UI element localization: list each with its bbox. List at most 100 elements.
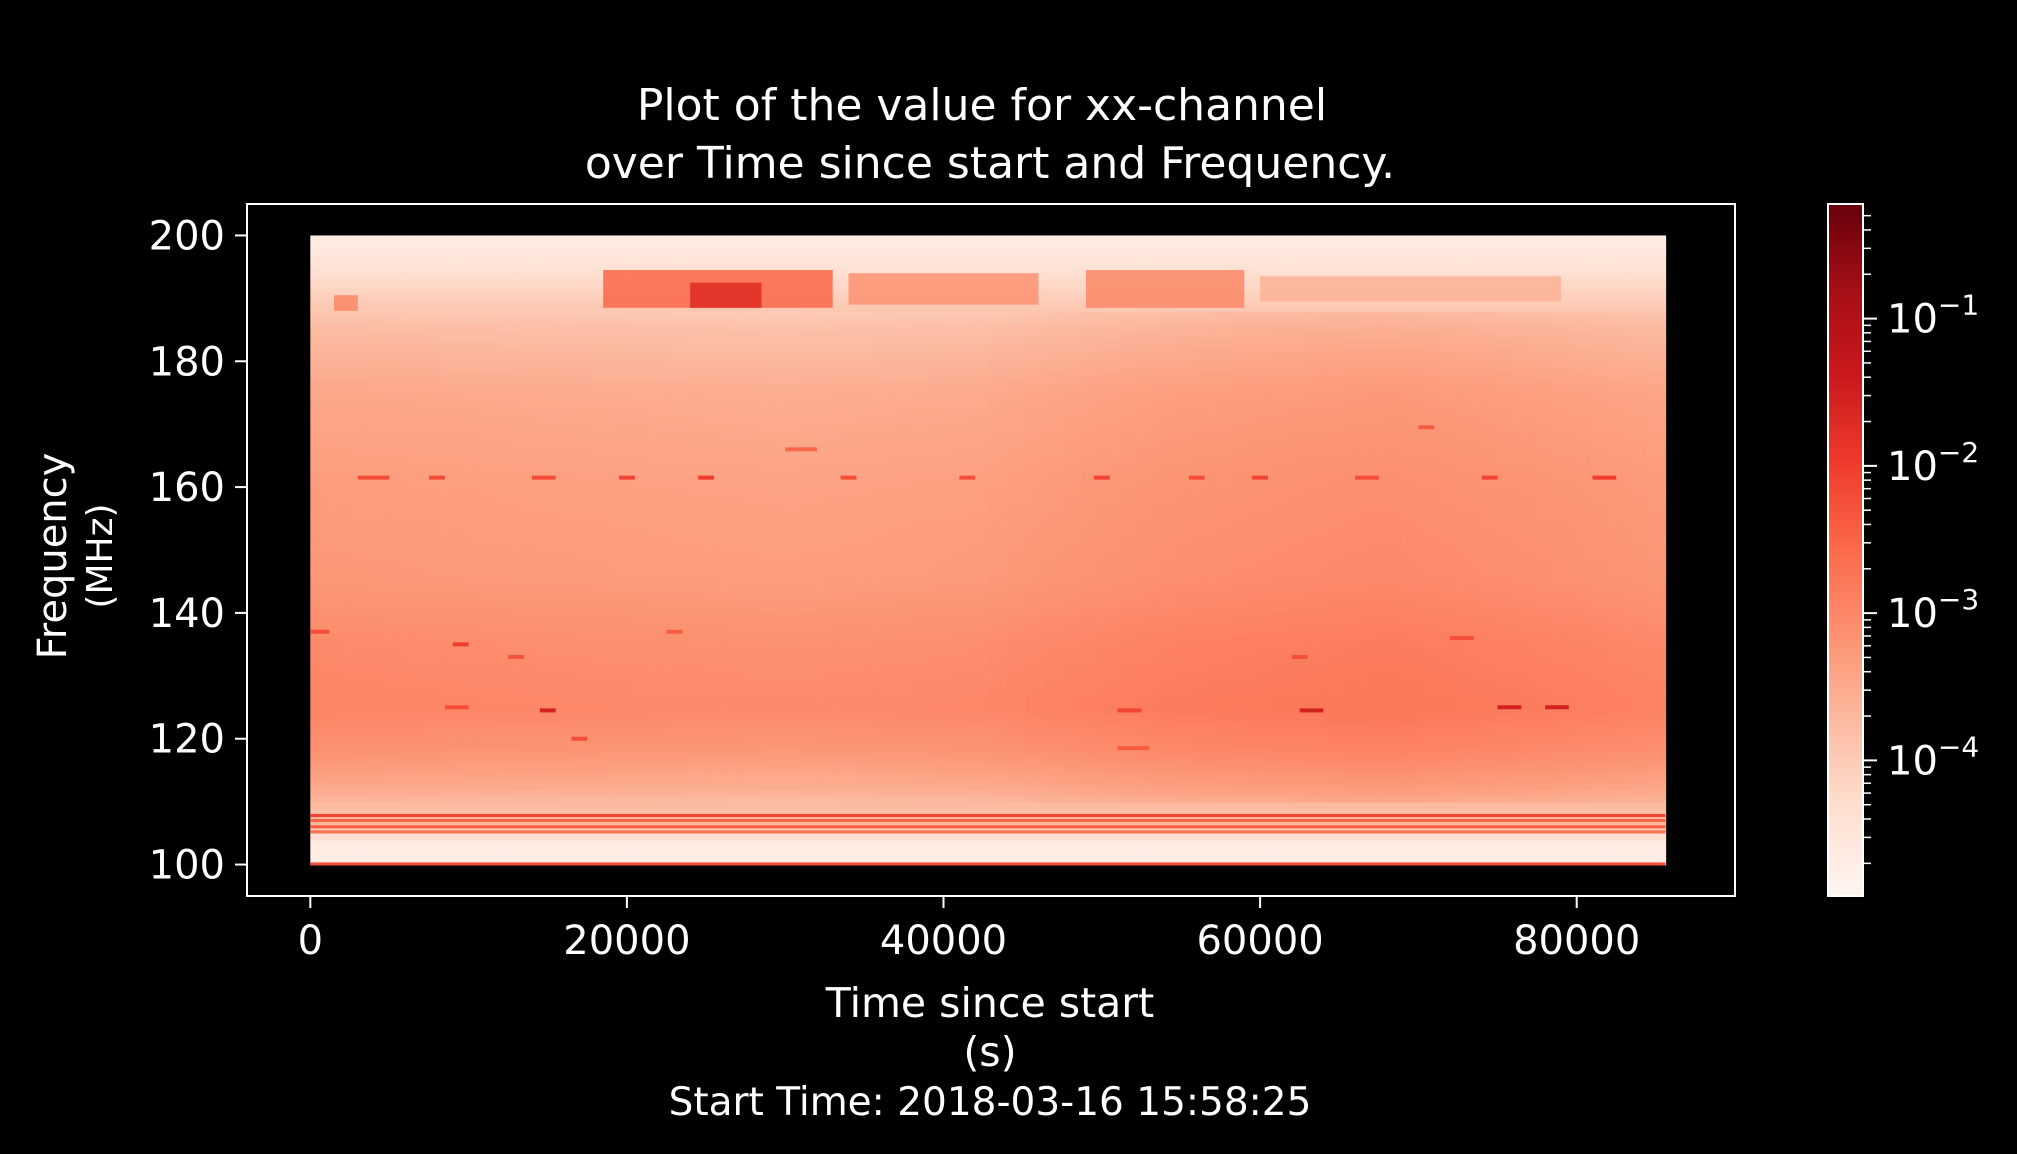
heatmap-cell (931, 461, 951, 470)
heatmap-cell (1232, 770, 1253, 778)
heatmap-cell (818, 814, 839, 822)
heatmap-cell (479, 594, 500, 602)
heatmap-cell (1194, 845, 1215, 853)
heatmap-cell (743, 499, 763, 507)
heatmap-cell (724, 556, 744, 564)
heatmap-cell (329, 380, 349, 388)
heatmap-cell (536, 392, 556, 400)
heatmap-cell (366, 304, 387, 312)
heatmap-cell (1213, 669, 1234, 677)
heatmap-cell (460, 329, 481, 337)
heatmap-cell (573, 348, 594, 356)
heatmap-cell (705, 858, 726, 866)
heatmap-cell (460, 719, 481, 727)
heatmap-cell (1063, 304, 1083, 312)
heatmap-cell (874, 726, 895, 734)
heatmap-cell (818, 770, 839, 778)
heatmap-cell (912, 323, 933, 331)
heatmap-cell (1138, 386, 1159, 394)
heatmap-cell (404, 235, 425, 243)
heatmap-cell (1119, 801, 1140, 809)
heatmap-cell (592, 361, 613, 369)
heatmap-cell (329, 694, 349, 702)
heatmap-cell (1232, 650, 1253, 658)
heatmap-cell (460, 248, 481, 256)
heatmap-cell (686, 612, 707, 620)
heatmap-cell (404, 518, 425, 526)
heatmap-cell (818, 650, 839, 658)
heatmap-cell (705, 512, 726, 520)
heatmap-cell (442, 707, 462, 715)
heatmap-cell (649, 732, 669, 740)
heatmap-cell (856, 310, 876, 319)
heatmap-cell (460, 474, 481, 482)
heatmap-cell (592, 669, 613, 677)
heatmap-cell (818, 323, 839, 331)
heatmap-cell (554, 833, 575, 841)
heatmap-cell (1063, 505, 1083, 514)
heatmap-cell (1044, 424, 1064, 432)
heatmap-cell (724, 763, 744, 771)
heatmap-cell (856, 512, 876, 520)
heatmap-cell (743, 650, 763, 658)
heatmap-cell (536, 619, 556, 627)
heatmap-cell (404, 329, 425, 337)
heatmap-cell (893, 455, 914, 463)
heatmap-cell (799, 845, 820, 853)
heatmap-cell (385, 751, 406, 759)
heatmap-cell (1232, 424, 1253, 432)
heatmap-cell (1081, 612, 1102, 620)
heatmap-cell (1100, 807, 1121, 816)
heatmap-cell (762, 682, 782, 690)
heatmap-cell (479, 700, 500, 709)
heatmap-cell (762, 757, 782, 765)
heatmap-cell (442, 443, 462, 451)
heatmap-cell (554, 839, 575, 847)
heatmap-cell (329, 461, 349, 470)
heatmap-cell (1006, 417, 1027, 425)
heatmap-cell (874, 480, 895, 488)
heatmap-cell (1157, 738, 1177, 746)
heatmap-cell (649, 833, 669, 841)
heatmap-cell (837, 405, 857, 413)
heatmap-cell (724, 411, 744, 419)
heatmap-cell (1157, 795, 1177, 803)
heatmap-cell (987, 801, 1008, 809)
heatmap-cell (347, 436, 368, 444)
heatmap-cell (1194, 644, 1215, 652)
heatmap-cell (630, 713, 650, 721)
heatmap-cell (366, 713, 387, 721)
heatmap-cell (498, 789, 519, 797)
heatmap-cell (554, 688, 575, 696)
heatmap-cell (1025, 399, 1046, 407)
heatmap-cell (1194, 738, 1215, 746)
heatmap-cell (479, 373, 500, 381)
heatmap-cell (1081, 688, 1102, 696)
heatmap-cell (837, 329, 857, 337)
heatmap-cell (1119, 732, 1140, 740)
heatmap-cell (1232, 732, 1253, 740)
heatmap-cell (912, 531, 933, 539)
heatmap-cell (310, 512, 330, 520)
heatmap-cell (1044, 600, 1064, 608)
heatmap-cell (780, 254, 801, 262)
heatmap-cell (310, 851, 330, 860)
heatmap-cell (1157, 304, 1177, 312)
heatmap-cell (1138, 757, 1159, 765)
heatmap-cell (987, 373, 1008, 381)
heatmap-cell (818, 430, 839, 438)
heatmap-cell (762, 795, 782, 803)
heatmap-cell (554, 543, 575, 551)
heatmap-cell (987, 455, 1008, 463)
heatmap-cell (1232, 644, 1253, 652)
heatmap-cell (762, 348, 782, 356)
heatmap-cell (1232, 663, 1253, 671)
heatmap-cell (442, 782, 462, 790)
heatmap-cell (1044, 682, 1064, 690)
heatmap-cell (498, 581, 519, 589)
heatmap-cell (423, 380, 443, 388)
heatmap-cell (442, 663, 462, 671)
heatmap-cell (818, 713, 839, 721)
heatmap-cell (1063, 480, 1083, 488)
heatmap-cell (649, 700, 669, 709)
